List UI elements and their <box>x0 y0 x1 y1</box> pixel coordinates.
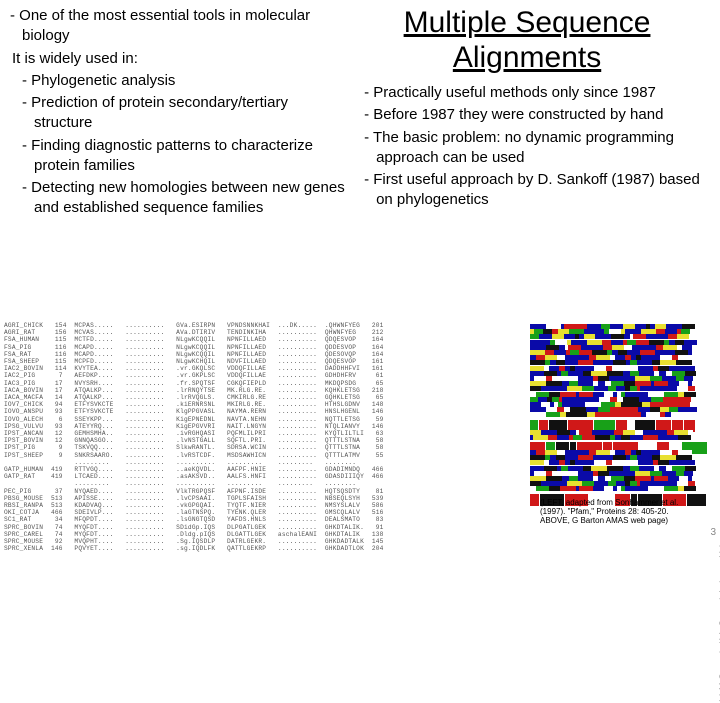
figure-caption: (LEFT, adapted from Sonhammer et al. (19… <box>540 498 695 526</box>
right-bullet-3: - The basic problem: no dynamic programm… <box>354 128 708 169</box>
page-title: Multiple Sequence Alignments <box>346 6 708 75</box>
left-bullet-6: - Detecting new homologies between new g… <box>12 178 346 219</box>
left-bullet-2: It is widely used in: <box>12 49 346 69</box>
right-bullet-2: - Before 1987 they were constructed by h… <box>354 105 708 125</box>
page-number: 3 <box>710 527 716 538</box>
left-bullet-4: - Prediction of protein secondary/tertia… <box>12 93 346 134</box>
left-bullet-3: - Phylogenetic analysis <box>12 71 346 91</box>
left-bullet-1: - One of the most essential tools in mol… <box>12 6 346 47</box>
color-visualization <box>530 322 690 522</box>
right-bullet-1: - Practically useful methods only since … <box>354 83 708 103</box>
left-bullet-5: - Finding diagnostic patterns to charact… <box>12 136 346 177</box>
sequence-text: AGRI_CHICK 154 MCPAS..... .......... GVa… <box>4 322 524 553</box>
right-bullet-4: - First useful approach by D. Sankoff (1… <box>354 170 708 211</box>
